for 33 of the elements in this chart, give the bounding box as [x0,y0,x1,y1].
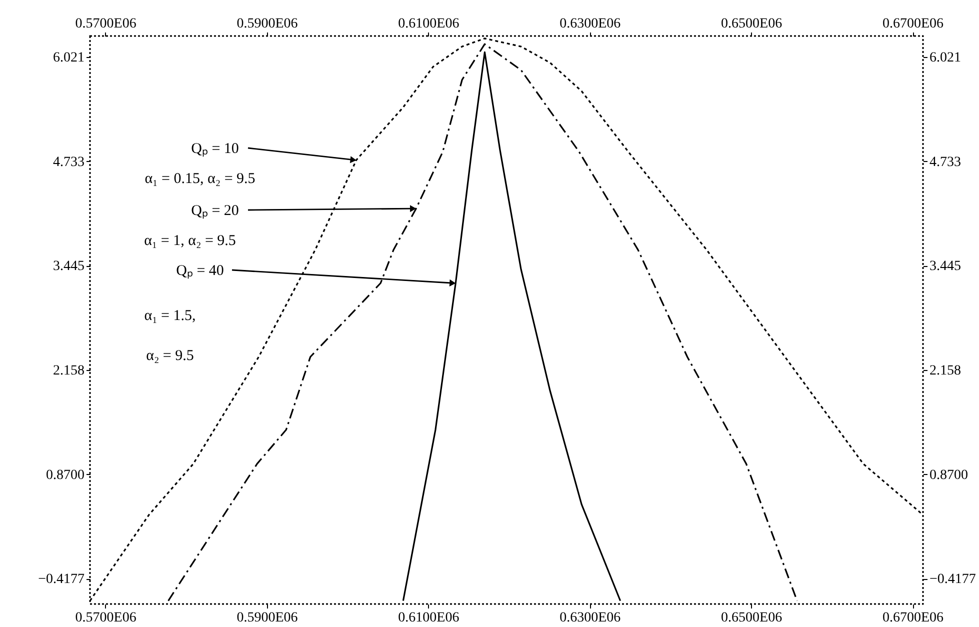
annotation: α₁ = 0.15, α₂ = 9.5 [144,171,256,187]
x-tick-label: 0.5900E06 [236,16,298,32]
annotation: Qₚ = 20 [191,203,239,219]
y2-tick-label: 2.158 [930,363,961,378]
x-tick-label: 0.6500E06 [721,16,782,32]
y2-tick-label: 4.733 [930,154,961,170]
x-tick-label: 0.6300E06 [560,16,621,32]
y2-tick-label: −0.4177 [930,572,976,588]
line-series [402,51,622,602]
x2-tick-label: 0.6500E06 [721,610,782,626]
annotation: α₁ = 1.5, [144,308,196,324]
y-tick-label: 0.8700 [46,468,84,483]
y-tick-label: 3.445 [53,259,84,274]
annotation: Qₚ = 40 [176,263,224,279]
line-series [90,38,923,602]
x2-tick-label: 0.5900E06 [236,610,298,626]
y-tick-label: 6.021 [53,50,84,66]
annotation: α₂ = 9.5 [146,348,194,364]
annotation: Qₚ = 10 [191,141,239,157]
x2-tick-label: 0.5700E06 [75,610,136,626]
x2-tick-label: 0.6300E06 [560,610,621,626]
y2-tick-label: 0.8700 [930,468,968,483]
x-tick-label: 0.6100E06 [398,16,460,32]
y2-tick-label: 6.021 [930,50,961,66]
annotation: α₁ = 1, α₂ = 9.5 [144,233,236,249]
x2-tick-label: 0.6100E06 [398,610,460,626]
y2-tick-label: 3.445 [930,259,961,274]
y-tick-label: 2.158 [53,363,84,378]
y-tick-label: 4.733 [53,154,84,170]
x-tick-label: 0.5700E06 [75,16,136,32]
x-tick-label: 0.6700E06 [882,16,944,32]
x2-tick-label: 0.6700E06 [882,610,944,626]
y-tick-label: −0.4177 [38,572,84,588]
